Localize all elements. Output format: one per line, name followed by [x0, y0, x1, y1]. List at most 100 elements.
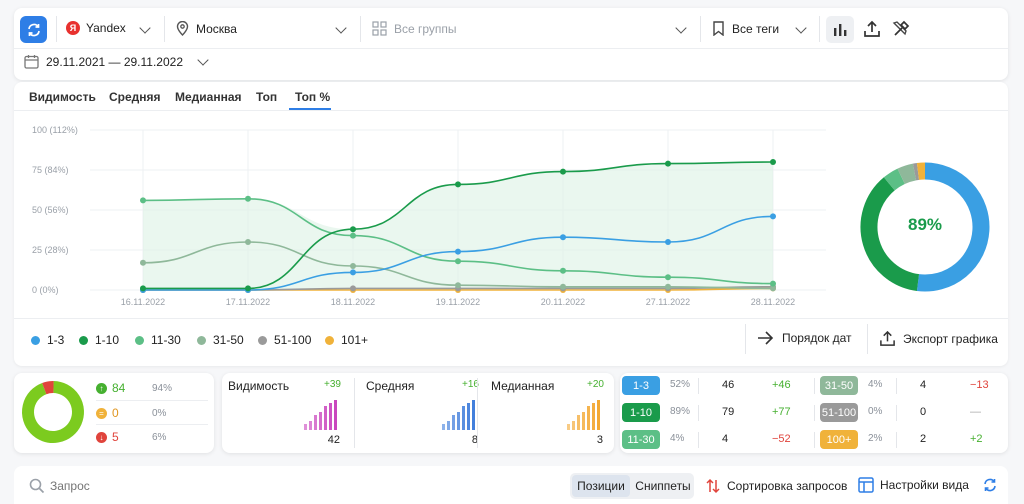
legend-item-31-50[interactable]: 31-50: [197, 333, 244, 347]
data-point-1-3[interactable]: [455, 248, 461, 255]
range-delta: −52: [772, 433, 791, 445]
summary-donut: [22, 381, 84, 443]
query-search-input[interactable]: [50, 476, 250, 496]
sparkline-bar: [472, 400, 475, 430]
sparkline-bar: [452, 415, 455, 430]
chevron-down-icon[interactable]: [197, 54, 209, 66]
sort-queries-button[interactable]: Сортировка запросов: [706, 478, 847, 494]
data-point-11-30[interactable]: [665, 274, 671, 281]
upload-icon: [880, 330, 895, 346]
data-point-31-50[interactable]: [770, 285, 776, 292]
data-point-1-3[interactable]: [665, 239, 671, 245]
range-count: 46: [722, 379, 735, 391]
positions-tab[interactable]: Позиции: [572, 475, 630, 497]
data-point-1-10[interactable]: [245, 285, 251, 292]
range-badge[interactable]: 31-50: [820, 376, 858, 395]
range-badge[interactable]: 1-3: [622, 376, 660, 395]
arrow-down-icon: ↓: [96, 431, 107, 443]
chevron-down-icon[interactable]: [675, 22, 687, 34]
sparkline-bar: [447, 421, 450, 430]
x-tick-label: 16.11.2022: [121, 297, 165, 307]
range-count: 2: [920, 433, 927, 445]
grid-icon: [372, 21, 387, 36]
active-tab-underline: [289, 108, 331, 110]
region-label: Москва: [196, 21, 237, 36]
date-order-button[interactable]: Порядок дат: [757, 331, 852, 345]
range-badge[interactable]: 11-30: [622, 430, 660, 449]
legend-divider: [14, 318, 1008, 319]
range-delta: +77: [772, 406, 791, 418]
tab-average[interactable]: Средняя: [109, 90, 161, 104]
data-point-1-10[interactable]: [455, 181, 461, 188]
data-point-31-50[interactable]: [665, 283, 671, 290]
donut-segment: [860, 177, 920, 291]
chevron-down-icon[interactable]: [335, 22, 347, 34]
range-badge[interactable]: 1-10: [622, 403, 660, 422]
refresh-button[interactable]: [20, 16, 47, 43]
data-point-11-30[interactable]: [350, 232, 356, 239]
y-tick-label: 0 (0%): [32, 285, 59, 295]
data-point-31-50[interactable]: [140, 259, 146, 266]
donut-segment: [912, 163, 920, 181]
export-button[interactable]: [860, 17, 884, 41]
tags-select[interactable]: Все теги: [713, 21, 779, 36]
legend-item-1-10[interactable]: 1-10: [79, 333, 119, 347]
data-point-11-30[interactable]: [770, 280, 776, 287]
sparkline-bar: [442, 424, 445, 430]
chart-view-button[interactable]: [826, 16, 854, 43]
legend-item-11-30[interactable]: 11-30: [135, 333, 181, 347]
settings-button[interactable]: [889, 17, 913, 41]
data-point-1-3[interactable]: [560, 234, 566, 241]
tab-median[interactable]: Медианная: [175, 90, 242, 104]
groups-select[interactable]: Все группы: [372, 21, 457, 36]
data-point-11-30[interactable]: [245, 195, 251, 202]
metric-label: Средняя: [366, 379, 415, 393]
sparkline-bar: [582, 412, 585, 430]
legend-item-51-100[interactable]: 51-100: [258, 333, 311, 347]
tab-visibility[interactable]: Видимость: [29, 90, 96, 104]
sparkline-bar: [309, 421, 312, 430]
view-settings-button[interactable]: Настройки вида: [858, 477, 969, 493]
export-chart-button[interactable]: Экспорт графика: [879, 330, 998, 347]
x-tick-label: 18.11.2022: [331, 297, 375, 307]
legend-item-1-3[interactable]: 1-3: [31, 333, 64, 347]
range-badge[interactable]: 51-100: [820, 403, 858, 422]
calendar-icon: [24, 55, 39, 69]
data-point-1-10[interactable]: [560, 168, 566, 175]
sparkline-bar: [314, 415, 317, 430]
tab-top-percent[interactable]: Топ %: [295, 90, 331, 104]
data-point-51-100[interactable]: [350, 285, 356, 292]
refresh-icon[interactable]: [982, 477, 998, 493]
data-point-1-3[interactable]: [770, 213, 776, 220]
data-point-11-30[interactable]: [560, 267, 566, 274]
chevron-down-icon[interactable]: [139, 22, 151, 34]
data-point-1-10[interactable]: [665, 160, 671, 167]
range-percent: 89%: [670, 406, 691, 417]
data-point-31-50[interactable]: [245, 239, 251, 245]
metric-value: 42: [327, 434, 340, 446]
legend-item-101-plus[interactable]: 101+: [325, 333, 368, 347]
date-range-select[interactable]: 29.11.2021 — 29.11.2022: [24, 54, 183, 69]
metric-delta: +20: [587, 379, 604, 390]
snippets-tab[interactable]: Сниппеты: [635, 479, 691, 493]
range-badge[interactable]: 100+: [820, 430, 858, 449]
data-point-31-50[interactable]: [455, 282, 461, 289]
metric-delta: +39: [324, 379, 341, 390]
summary-down-row: ↓ 5 6%: [96, 430, 206, 444]
region-select[interactable]: Москва: [176, 21, 237, 36]
tab-top[interactable]: Топ: [256, 90, 278, 104]
data-point-11-30[interactable]: [455, 258, 461, 265]
y-tick-label: 25 (28%): [32, 245, 69, 255]
data-point-1-10[interactable]: [350, 226, 356, 233]
chevron-down-icon[interactable]: [795, 22, 807, 34]
data-point-1-3[interactable]: [350, 269, 356, 276]
data-point-1-10[interactable]: [140, 285, 146, 292]
x-tick-label: 28.11.2022: [751, 297, 795, 307]
data-point-31-50[interactable]: [350, 263, 356, 269]
data-point-1-10[interactable]: [770, 159, 776, 165]
donut-segment: [916, 162, 990, 292]
x-tick-label: 20.11.2022: [541, 297, 585, 307]
data-point-11-30[interactable]: [140, 197, 146, 204]
engine-select[interactable]: Я Yandex: [66, 21, 126, 35]
data-point-31-50[interactable]: [560, 283, 566, 290]
